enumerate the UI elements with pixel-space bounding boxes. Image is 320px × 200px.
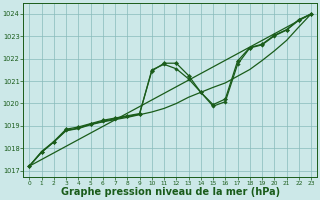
- X-axis label: Graphe pression niveau de la mer (hPa): Graphe pression niveau de la mer (hPa): [60, 187, 280, 197]
